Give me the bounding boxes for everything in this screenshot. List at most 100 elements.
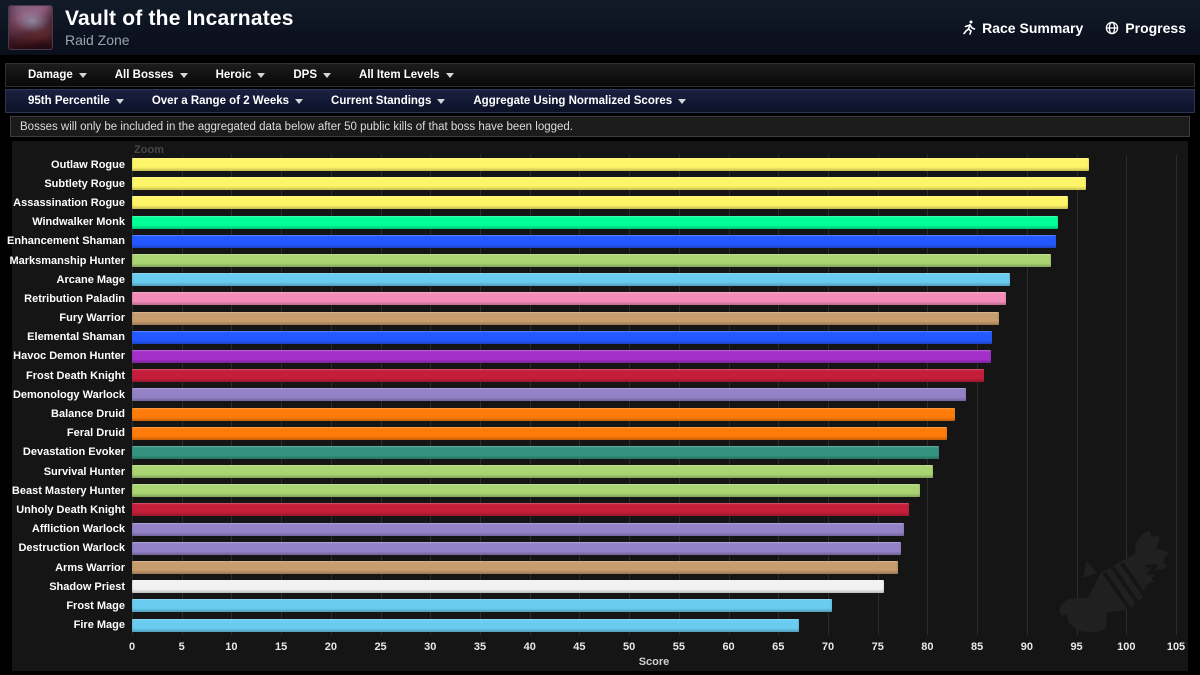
chart-plot-area xyxy=(132,155,1177,635)
x-tick-label: 95 xyxy=(1070,641,1083,653)
gridline xyxy=(977,155,979,635)
category-label: Devastation Evoker xyxy=(22,446,125,459)
chart-row xyxy=(132,520,1176,539)
category-label: Enhancement Shaman xyxy=(7,235,125,248)
score-bar[interactable] xyxy=(132,407,956,421)
progress-link[interactable]: Progress xyxy=(1105,20,1186,36)
item-levels-dropdown[interactable]: All Item Levels xyxy=(345,69,468,81)
category-label: Elemental Shaman xyxy=(27,331,125,344)
aggregation-dropdown[interactable]: Aggregate Using Normalized Scores xyxy=(459,95,700,107)
score-bar[interactable] xyxy=(132,311,1000,325)
category-label: Outlaw Rogue xyxy=(51,158,125,171)
score-bar[interactable] xyxy=(132,388,967,402)
score-bar[interactable] xyxy=(132,234,1056,248)
chart-row xyxy=(132,539,1176,558)
category-label: Frost Death Knight xyxy=(26,369,125,382)
score-bar[interactable] xyxy=(132,599,832,613)
metric-dropdown-label: Damage xyxy=(28,69,73,81)
difficulty-dropdown-label: Heroic xyxy=(215,69,252,81)
category-label: Fury Warrior xyxy=(59,312,125,325)
progress-label: Progress xyxy=(1125,19,1186,36)
range-dropdown[interactable]: Over a Range of 2 Weeks xyxy=(138,95,317,107)
score-bar[interactable] xyxy=(132,158,1089,172)
x-tick-label: 40 xyxy=(523,641,536,653)
category-label: Feral Druid xyxy=(66,427,125,440)
x-axis-title: Score xyxy=(638,656,670,668)
score-bar[interactable] xyxy=(132,292,1006,306)
caret-down-icon xyxy=(445,73,454,78)
score-bar[interactable] xyxy=(132,330,993,344)
category-label: Arms Warrior xyxy=(55,561,125,574)
globe-icon xyxy=(1105,21,1119,35)
standings-dropdown[interactable]: Current Standings xyxy=(317,95,459,107)
score-bar[interactable] xyxy=(132,484,921,498)
chart-row xyxy=(132,309,1176,328)
category-label: Fire Mage xyxy=(73,619,125,632)
category-label: Marksmanship Hunter xyxy=(9,254,125,267)
runner-icon xyxy=(963,20,976,35)
aggregation-dropdown-label: Aggregate Using Normalized Scores xyxy=(473,95,673,107)
chart-row xyxy=(132,155,1176,174)
chart-row xyxy=(132,251,1176,270)
score-bar[interactable] xyxy=(132,215,1058,229)
category-label: Shadow Priest xyxy=(49,580,125,593)
score-bar[interactable] xyxy=(132,561,898,575)
x-tick-label: 75 xyxy=(871,641,884,653)
caret-down-icon xyxy=(115,99,124,104)
primary-filter-bar: Damage All Bosses Heroic DPS All Item Le… xyxy=(5,63,1195,87)
standings-dropdown-label: Current Standings xyxy=(331,95,432,107)
score-bar[interactable] xyxy=(132,580,884,594)
category-label: Frost Mage xyxy=(66,599,125,612)
score-bar[interactable] xyxy=(132,349,992,363)
score-bar[interactable] xyxy=(132,465,934,479)
category-label: Demonology Warlock xyxy=(12,388,125,401)
score-bar[interactable] xyxy=(132,522,904,536)
score-bar[interactable] xyxy=(132,254,1051,268)
chart-row xyxy=(132,462,1176,481)
metric-dropdown[interactable]: Damage xyxy=(14,69,101,81)
x-tick-label: 35 xyxy=(473,641,487,653)
caret-down-icon xyxy=(437,99,446,104)
score-bar[interactable] xyxy=(132,618,800,632)
score-bar[interactable] xyxy=(132,273,1010,287)
chart-row xyxy=(132,596,1176,615)
chart-row xyxy=(132,577,1176,596)
x-tick-label: 20 xyxy=(324,641,337,653)
gridline xyxy=(1026,155,1028,635)
category-label: Beast Mastery Hunter xyxy=(11,484,125,497)
x-tick-label: 30 xyxy=(424,641,437,653)
score-bar[interactable] xyxy=(132,503,909,517)
x-tick-label: 90 xyxy=(1020,641,1033,653)
chart-row xyxy=(132,443,1176,462)
gridline xyxy=(1126,155,1128,635)
caret-down-icon xyxy=(179,73,188,78)
chart-row xyxy=(132,424,1176,443)
score-bar[interactable] xyxy=(132,369,985,383)
score-bar[interactable] xyxy=(132,426,948,440)
role-dropdown[interactable]: DPS xyxy=(279,69,345,81)
score-bar[interactable] xyxy=(132,445,940,459)
role-dropdown-label: DPS xyxy=(293,69,318,81)
race-summary-label: Race Summary xyxy=(982,19,1084,36)
x-tick-label: 10 xyxy=(225,641,238,653)
score-bar[interactable] xyxy=(132,196,1068,210)
score-bar[interactable] xyxy=(132,177,1086,191)
score-bar[interactable] xyxy=(132,541,901,555)
item-levels-dropdown-label: All Item Levels xyxy=(359,69,440,81)
category-label: Affliction Warlock xyxy=(31,523,125,536)
chart-row xyxy=(132,193,1176,212)
bosses-dropdown[interactable]: All Bosses xyxy=(101,69,202,81)
percentile-dropdown[interactable]: 95th Percentile xyxy=(14,95,138,107)
category-label: Retribution Paladin xyxy=(24,292,125,305)
x-tick-label: 50 xyxy=(623,641,636,653)
race-summary-link[interactable]: Race Summary xyxy=(963,20,1083,36)
page-title: Vault of the Incarnates xyxy=(65,7,294,30)
chart-row xyxy=(132,366,1176,385)
category-label: Havoc Demon Hunter xyxy=(13,350,125,363)
raid-zone-thumbnail xyxy=(8,5,53,50)
x-tick-label: 15 xyxy=(275,641,288,653)
category-label: Destruction Warlock xyxy=(18,542,125,555)
x-tick-label: 25 xyxy=(374,641,387,653)
category-label: Balance Druid xyxy=(51,408,125,421)
difficulty-dropdown[interactable]: Heroic xyxy=(202,69,280,81)
